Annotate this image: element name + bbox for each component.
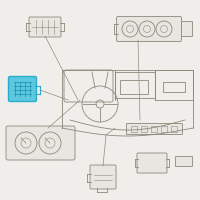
- FancyBboxPatch shape: [116, 17, 182, 42]
- Bar: [161, 126, 167, 132]
- Bar: [171, 126, 177, 132]
- FancyBboxPatch shape: [6, 126, 75, 160]
- Bar: [141, 126, 147, 132]
- Bar: [151, 126, 157, 132]
- Bar: [163, 82, 185, 92]
- FancyBboxPatch shape: [137, 153, 167, 173]
- FancyBboxPatch shape: [127, 123, 182, 134]
- Bar: [155, 70, 193, 100]
- FancyBboxPatch shape: [182, 21, 192, 36]
- Bar: [120, 80, 148, 94]
- Bar: [131, 126, 137, 132]
- FancyBboxPatch shape: [90, 165, 116, 189]
- FancyBboxPatch shape: [8, 76, 36, 102]
- Bar: [115, 72, 155, 98]
- FancyBboxPatch shape: [29, 17, 61, 37]
- FancyBboxPatch shape: [176, 156, 192, 166]
